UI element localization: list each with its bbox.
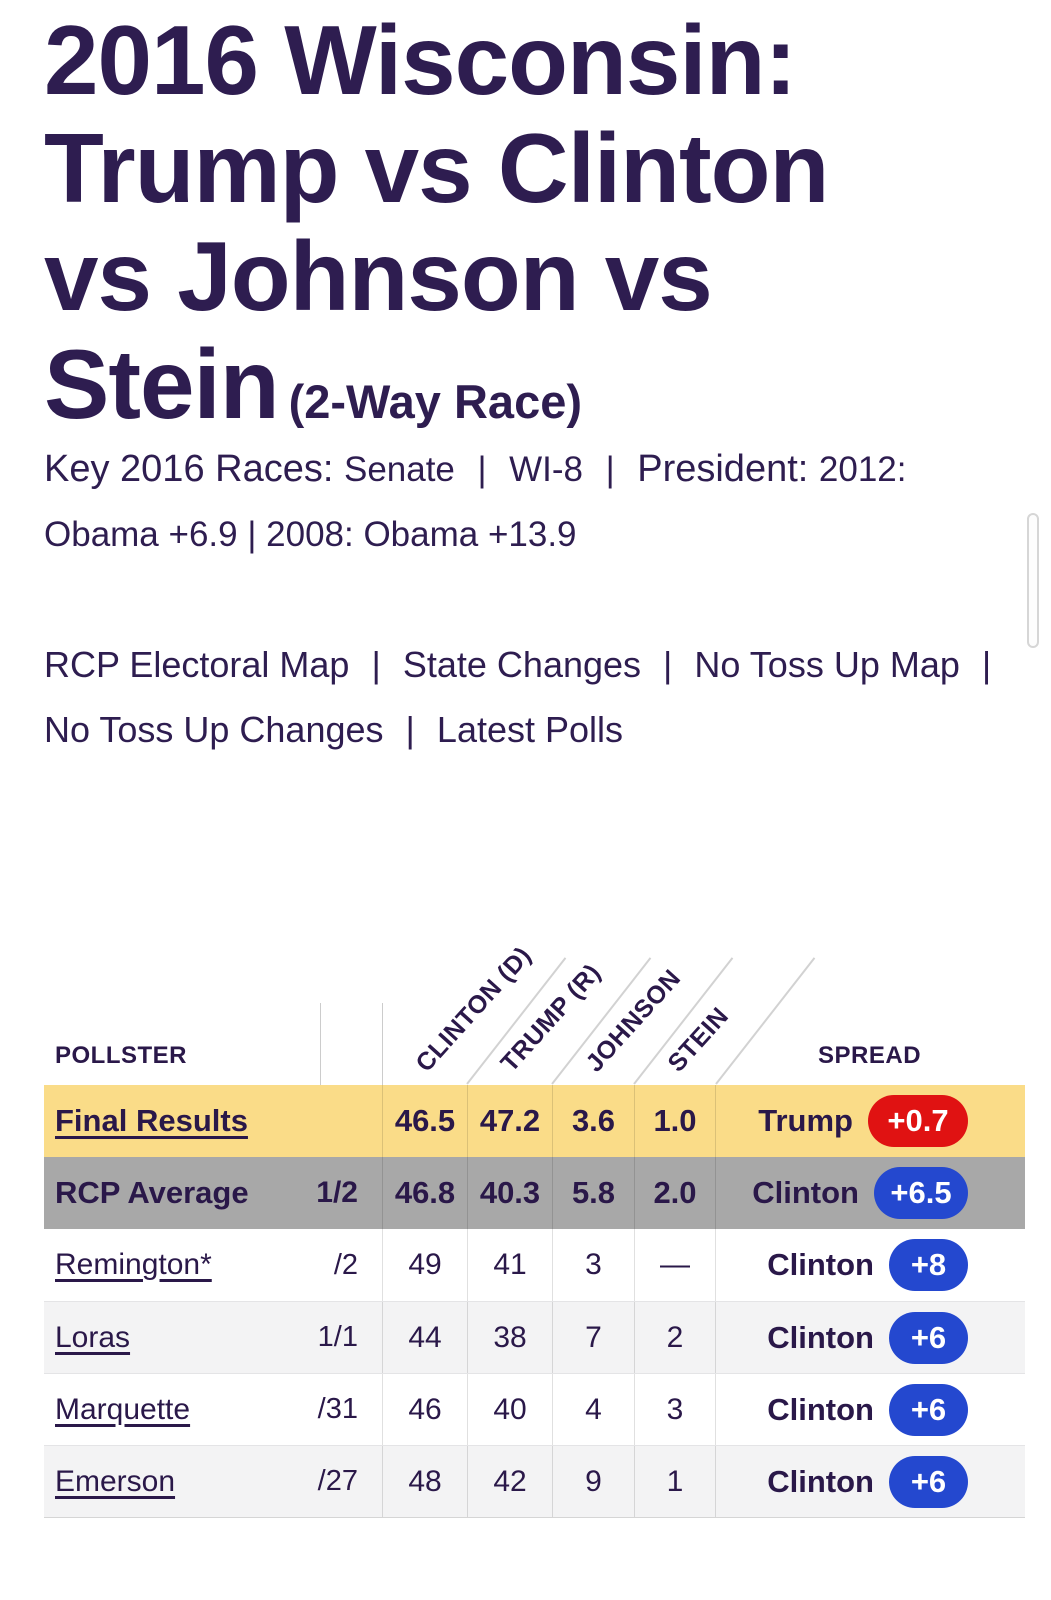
cell-trump: 47.2 bbox=[467, 1085, 552, 1157]
cell-trump: 42 bbox=[467, 1445, 552, 1518]
pollster-link-emerson[interactable]: Emerson bbox=[55, 1464, 176, 1498]
cell-clinton: 46.8 bbox=[382, 1157, 467, 1229]
cell-stein: 3 bbox=[634, 1373, 716, 1446]
separator: | bbox=[477, 450, 487, 489]
cell-clinton: 49 bbox=[382, 1229, 467, 1301]
separator: | bbox=[981, 644, 992, 685]
spread-leader: Clinton bbox=[767, 1319, 874, 1355]
cell-clinton: 44 bbox=[382, 1301, 467, 1374]
cell-date: /2 bbox=[333, 1248, 358, 1281]
pollster-link-remington[interactable]: Remington* bbox=[55, 1248, 212, 1281]
column-header-spread: SPREAD bbox=[818, 1042, 922, 1069]
cell-stein: 1 bbox=[634, 1445, 716, 1518]
cell-stein: 1.0 bbox=[634, 1085, 716, 1157]
header-divider bbox=[382, 1003, 383, 1085]
pollster-label-rcp-average: RCP Average bbox=[55, 1175, 249, 1210]
cell-date: 1/1 bbox=[317, 1321, 358, 1353]
spread-leader: Clinton bbox=[767, 1463, 874, 1499]
spread-leader: Trump bbox=[758, 1103, 853, 1138]
separator: | bbox=[605, 450, 615, 489]
cell-stein: — bbox=[634, 1229, 716, 1301]
cell-johnson: 9 bbox=[552, 1445, 634, 1518]
header-divider bbox=[320, 1003, 321, 1085]
pollster-link-final-results[interactable]: Final Results bbox=[55, 1103, 248, 1138]
nav-link-no-toss-up-changes[interactable]: No Toss Up Changes bbox=[44, 709, 384, 750]
title-line: 2016 Wisconsin: bbox=[44, 5, 797, 115]
spread-badge: +6 bbox=[889, 1383, 968, 1436]
president-detail: Obama +6.9 | 2008: Obama +13.9 bbox=[44, 515, 577, 554]
spread-badge: +6.5 bbox=[874, 1167, 968, 1219]
link-wi8[interactable]: WI-8 bbox=[509, 450, 584, 489]
cell-clinton: 48 bbox=[382, 1445, 467, 1518]
table-row-loras: Loras 1/1 44 38 7 2 Clinton +6 bbox=[44, 1301, 1025, 1374]
column-header-pollster: POLLSTER bbox=[55, 1042, 188, 1069]
separator: | bbox=[663, 644, 673, 685]
separator: | bbox=[405, 709, 415, 750]
cell-johnson: 3 bbox=[552, 1229, 634, 1301]
cell-johnson: 3.6 bbox=[552, 1085, 634, 1157]
title-line: vs Johnson vs bbox=[44, 221, 713, 331]
cell-trump: 38 bbox=[467, 1301, 552, 1374]
pollster-link-loras[interactable]: Loras bbox=[55, 1320, 131, 1354]
table-row-emerson: Emerson /27 48 42 9 1 Clinton +6 bbox=[44, 1445, 1025, 1518]
page-title: 2016 Wisconsin: Trump vs Clinton vs John… bbox=[44, 6, 1024, 456]
cell-stein: 2 bbox=[634, 1301, 716, 1374]
table-row-marquette: Marquette /31 46 40 4 3 Clinton +6 bbox=[44, 1373, 1025, 1446]
key-races-label: Key 2016 Races: bbox=[44, 448, 334, 490]
map-nav: RCP Electoral Map | State Changes | No T… bbox=[44, 632, 1004, 762]
cell-date: 1/2 bbox=[316, 1176, 358, 1209]
spread-badge: +0.7 bbox=[868, 1095, 968, 1147]
cell-clinton: 46.5 bbox=[382, 1085, 467, 1157]
spread-leader: Clinton bbox=[752, 1175, 859, 1210]
nav-link-no-toss-up-map[interactable]: No Toss Up Map bbox=[694, 644, 960, 685]
pollster-link-marquette[interactable]: Marquette bbox=[55, 1392, 191, 1426]
cell-date: /31 bbox=[317, 1393, 358, 1425]
nav-link-latest-polls[interactable]: Latest Polls bbox=[436, 709, 624, 750]
spread-badge: +8 bbox=[889, 1239, 968, 1291]
cell-clinton: 46 bbox=[382, 1373, 467, 1446]
spread-leader: Clinton bbox=[767, 1247, 874, 1282]
scrollbar-thumb[interactable] bbox=[1027, 513, 1039, 648]
table-row-final-results: Final Results 46.5 47.2 3.6 1.0 Trump +0… bbox=[44, 1085, 1025, 1157]
cell-johnson: 4 bbox=[552, 1373, 634, 1446]
cell-trump: 41 bbox=[467, 1229, 552, 1301]
cell-trump: 40.3 bbox=[467, 1157, 552, 1229]
table-row-rcp-average: RCP Average 1/2 46.8 40.3 5.8 2.0 Clinto… bbox=[44, 1157, 1025, 1229]
spread-leader: Clinton bbox=[767, 1391, 874, 1427]
spread-badge: +6 bbox=[889, 1311, 968, 1364]
cell-stein: 2.0 bbox=[634, 1157, 716, 1229]
link-senate[interactable]: Senate bbox=[343, 450, 455, 489]
cell-date: /27 bbox=[317, 1465, 358, 1497]
cell-trump: 40 bbox=[467, 1373, 552, 1446]
president-2012: 2012: bbox=[818, 450, 907, 489]
cell-johnson: 5.8 bbox=[552, 1157, 634, 1229]
nav-link-state-changes[interactable]: State Changes bbox=[402, 644, 642, 685]
title-line: Trump vs Clinton bbox=[44, 113, 829, 223]
nav-link-rcp-electoral-map[interactable]: RCP Electoral Map bbox=[44, 644, 350, 685]
title-line: Stein (2-Way Race) bbox=[44, 329, 582, 439]
cell-johnson: 7 bbox=[552, 1301, 634, 1374]
separator: | bbox=[371, 644, 381, 685]
race-type-label: (2-Way Race) bbox=[288, 375, 582, 428]
key-races-bar: Key 2016 Races: Senate | WI-8 | Presiden… bbox=[44, 437, 994, 567]
table-row-remington: Remington* /2 49 41 3 — Clinton +8 bbox=[44, 1229, 1025, 1301]
president-label: President: bbox=[637, 448, 809, 490]
table-bottom-border bbox=[44, 1517, 1025, 1518]
spread-badge: +6 bbox=[889, 1455, 968, 1508]
